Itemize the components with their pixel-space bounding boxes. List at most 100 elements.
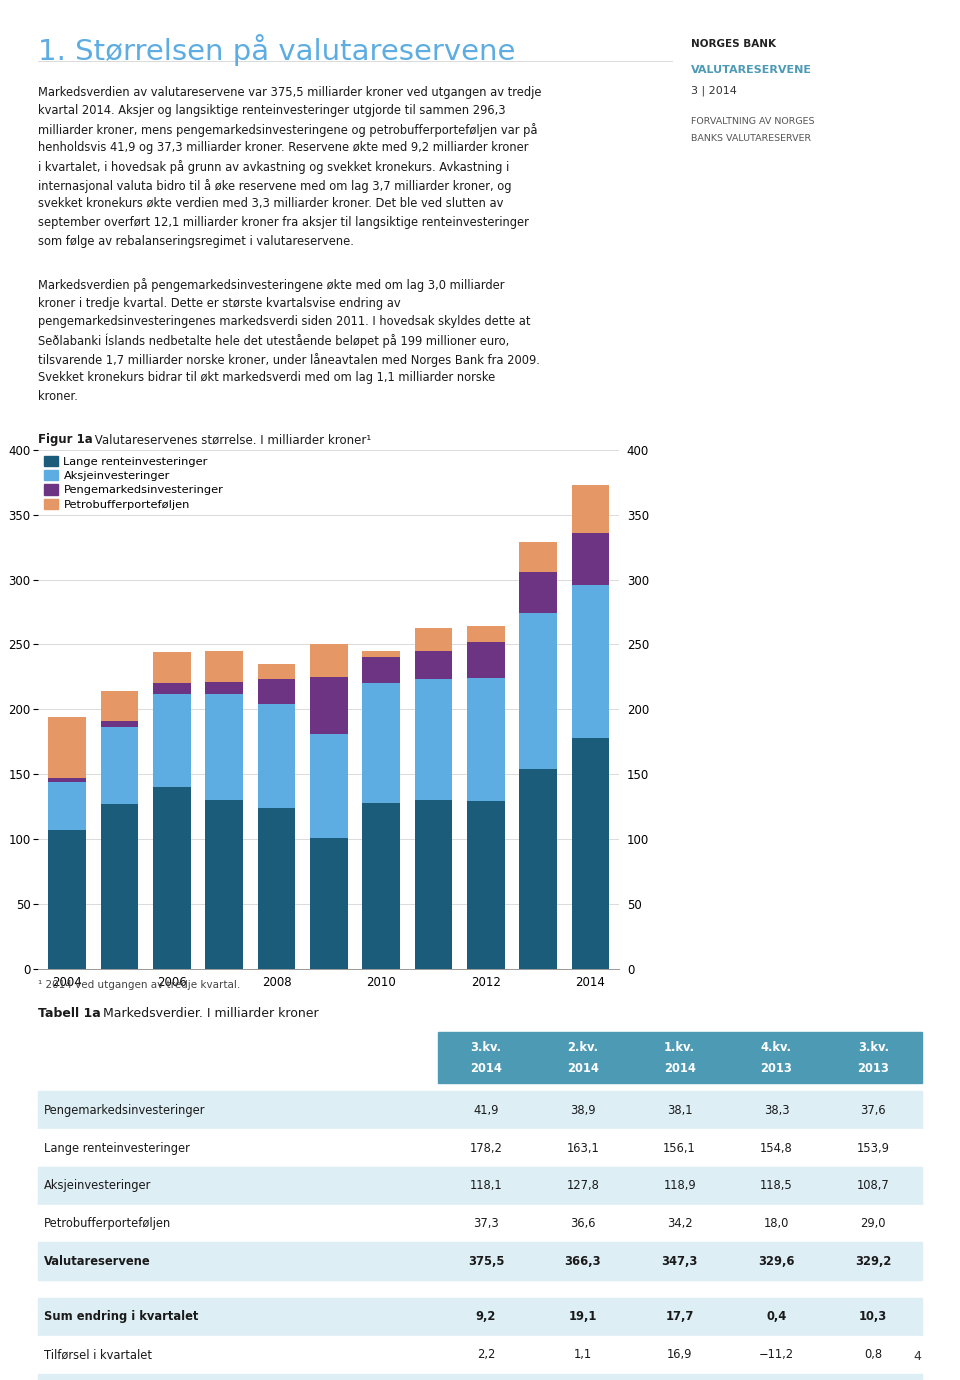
Bar xyxy=(101,727,138,805)
Bar xyxy=(571,484,610,533)
Bar xyxy=(38,1129,922,1167)
Text: 37,3: 37,3 xyxy=(473,1217,499,1230)
Text: milliarder kroner, mens pengemarkedsinvesteringene og petrobufferporteføljen var: milliarder kroner, mens pengemarkedsinve… xyxy=(38,123,538,137)
Bar xyxy=(101,691,138,720)
Bar xyxy=(571,738,610,969)
Bar xyxy=(310,644,348,678)
Text: 118,9: 118,9 xyxy=(663,1180,696,1192)
Text: 2014: 2014 xyxy=(663,1063,696,1075)
Text: Markedsverdien av valutareservene var 375,5 milliarder kroner ved utgangen av tr: Markedsverdien av valutareservene var 37… xyxy=(38,86,541,98)
Text: 1,1: 1,1 xyxy=(574,1348,592,1361)
Bar xyxy=(362,803,400,969)
Text: BANKS VALUTARESERVER: BANKS VALUTARESERVER xyxy=(691,134,811,144)
Text: Pengemarkedsinvesteringer: Pengemarkedsinvesteringer xyxy=(44,1104,205,1116)
Bar xyxy=(362,683,400,803)
Text: 38,9: 38,9 xyxy=(570,1104,595,1116)
Bar xyxy=(415,800,452,969)
Bar xyxy=(38,1167,922,1205)
Text: Markedsverdier. I milliarder kroner: Markedsverdier. I milliarder kroner xyxy=(99,1007,319,1020)
Bar xyxy=(48,782,86,829)
Bar xyxy=(38,1092,922,1129)
Text: 108,7: 108,7 xyxy=(857,1180,890,1192)
Text: 0,8: 0,8 xyxy=(864,1348,882,1361)
Text: kvartal 2014. Aksjer og langsiktige renteinvesteringer utgjorde til sammen 296,3: kvartal 2014. Aksjer og langsiktige rent… xyxy=(38,105,506,117)
Text: Seðlabanki Íslands nedbetalte hele det utestående beløpet på 199 millioner euro,: Seðlabanki Íslands nedbetalte hele det u… xyxy=(38,334,510,349)
Bar xyxy=(257,807,296,969)
Text: 18,0: 18,0 xyxy=(764,1217,789,1230)
Text: Petrobufferporteføljen: Petrobufferporteføljen xyxy=(44,1217,171,1230)
Text: i kvartalet, i hovedsak på grunn av avkastning og svekket kronekurs. Avkastning : i kvartalet, i hovedsak på grunn av avka… xyxy=(38,160,510,174)
Text: internasjonal valuta bidro til å øke reservene med om lag 3,7 milliarder kroner,: internasjonal valuta bidro til å øke res… xyxy=(38,179,512,193)
Text: 2,2: 2,2 xyxy=(477,1348,495,1361)
Bar xyxy=(153,653,191,683)
Bar xyxy=(205,651,243,682)
Bar xyxy=(415,651,452,679)
Bar xyxy=(310,678,348,734)
Text: 19,1: 19,1 xyxy=(568,1311,597,1323)
Text: 2.kv.: 2.kv. xyxy=(567,1041,598,1054)
Bar xyxy=(38,1242,922,1281)
Text: Aksjeinvesteringer: Aksjeinvesteringer xyxy=(44,1180,151,1192)
Text: 3.kv.: 3.kv. xyxy=(857,1041,889,1054)
Bar xyxy=(519,571,557,613)
Bar xyxy=(48,718,86,778)
Text: VALUTARESERVENE: VALUTARESERVENE xyxy=(691,65,812,75)
Bar xyxy=(38,1205,922,1242)
Text: henholdsvis 41,9 og 37,3 milliarder kroner. Reservene økte med 9,2 milliarder kr: henholdsvis 41,9 og 37,3 milliarder kron… xyxy=(38,142,529,155)
Text: 3.kv.: 3.kv. xyxy=(470,1041,501,1054)
Text: pengemarkedsinvesteringenes markedsverdi siden 2011. I hovedsak skyldes dette at: pengemarkedsinvesteringenes markedsverdi… xyxy=(38,316,531,328)
Text: 4.kv.: 4.kv. xyxy=(761,1041,792,1054)
Text: 156,1: 156,1 xyxy=(663,1141,696,1155)
Text: 127,8: 127,8 xyxy=(566,1180,599,1192)
Text: Valutareservenes størrelse. I milliarder kroner¹: Valutareservenes størrelse. I milliarder… xyxy=(91,433,372,446)
Bar xyxy=(153,683,191,694)
Text: Tilførsel i kvartalet: Tilførsel i kvartalet xyxy=(44,1348,152,1361)
Bar xyxy=(519,613,557,769)
Text: 10,3: 10,3 xyxy=(859,1311,887,1323)
Text: 163,1: 163,1 xyxy=(566,1141,599,1155)
Text: 329,2: 329,2 xyxy=(855,1254,892,1268)
Text: 2014: 2014 xyxy=(566,1063,599,1075)
Bar xyxy=(571,585,610,738)
Bar xyxy=(519,769,557,969)
Bar xyxy=(467,678,505,802)
Text: 37,6: 37,6 xyxy=(860,1104,886,1116)
Text: 154,8: 154,8 xyxy=(760,1141,793,1155)
Bar xyxy=(310,734,348,838)
Bar xyxy=(101,805,138,969)
Text: 329,6: 329,6 xyxy=(758,1254,795,1268)
Text: 118,1: 118,1 xyxy=(469,1180,502,1192)
Text: 38,3: 38,3 xyxy=(763,1104,789,1116)
Text: −11,2: −11,2 xyxy=(758,1348,794,1361)
Text: kroner.: kroner. xyxy=(38,389,79,403)
Text: 29,0: 29,0 xyxy=(860,1217,886,1230)
Bar xyxy=(415,679,452,800)
Bar xyxy=(205,682,243,694)
Text: 0,4: 0,4 xyxy=(766,1311,786,1323)
Text: FORVALTNING AV NORGES: FORVALTNING AV NORGES xyxy=(691,117,815,127)
Text: Tabell 1a: Tabell 1a xyxy=(38,1007,101,1020)
Text: svekket kronekurs økte verdien med 3,3 milliarder kroner. Det ble ved slutten av: svekket kronekurs økte verdien med 3,3 m… xyxy=(38,197,504,210)
Bar xyxy=(48,778,86,782)
Bar xyxy=(153,694,191,787)
Bar xyxy=(48,829,86,969)
Text: 2013: 2013 xyxy=(760,1063,792,1075)
Bar xyxy=(38,1373,922,1380)
Text: som følge av rebalanseringsregimet i valutareservene.: som følge av rebalanseringsregimet i val… xyxy=(38,235,354,247)
Text: ¹ 2014 ved utgangen av tredje kvartal.: ¹ 2014 ved utgangen av tredje kvartal. xyxy=(38,980,241,989)
Text: 178,2: 178,2 xyxy=(469,1141,502,1155)
Bar xyxy=(257,679,296,704)
Legend: Lange renteinvesteringer, Aksjeinvesteringer, Pengemarkedsinvesteringer, Petrobu: Lange renteinvesteringer, Aksjeinvesteri… xyxy=(42,453,226,512)
Bar xyxy=(467,802,505,969)
Text: 118,5: 118,5 xyxy=(760,1180,793,1192)
Text: Lange renteinvesteringer: Lange renteinvesteringer xyxy=(44,1141,189,1155)
Text: 34,2: 34,2 xyxy=(667,1217,692,1230)
Bar xyxy=(438,1032,922,1083)
Bar xyxy=(205,694,243,800)
Text: 1.kv.: 1.kv. xyxy=(664,1041,695,1054)
Text: 9,2: 9,2 xyxy=(476,1311,496,1323)
Text: 153,9: 153,9 xyxy=(856,1141,890,1155)
Text: 4: 4 xyxy=(914,1351,922,1363)
Bar xyxy=(362,657,400,683)
Text: Figur 1a: Figur 1a xyxy=(38,433,93,446)
